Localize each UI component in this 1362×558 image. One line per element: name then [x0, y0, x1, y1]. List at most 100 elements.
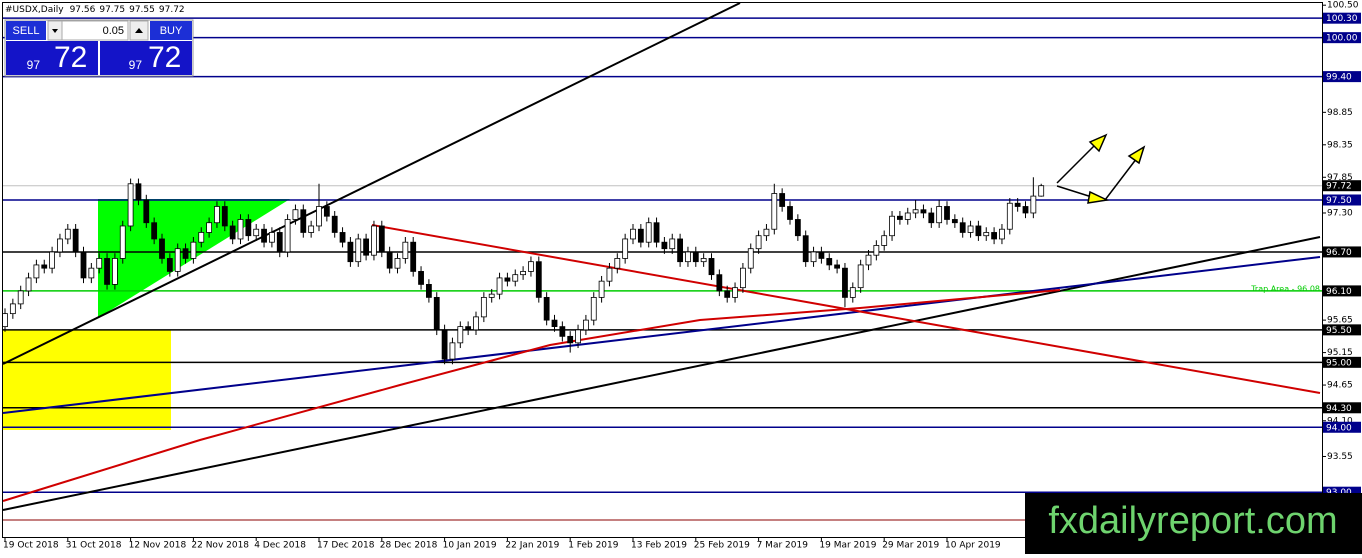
candle-body	[410, 241, 417, 272]
candle-body	[567, 335, 574, 344]
buy-price-small: 97	[129, 58, 143, 72]
candle-body	[433, 296, 440, 331]
trend-line	[2, 289, 1061, 502]
candle-body	[512, 274, 519, 282]
x-tick-label: 25 Feb 2019	[694, 541, 750, 551]
x-tick-label: 19 Oct 2018	[3, 541, 59, 551]
candle-body	[174, 248, 181, 272]
level-label: 99.40	[1326, 73, 1352, 83]
level-box	[1323, 180, 1361, 192]
x-tick-label: 17 Dec 2018	[317, 541, 375, 551]
candle-body	[378, 225, 385, 253]
y-tick-label: 94.65	[1327, 381, 1353, 391]
candle-body	[229, 225, 236, 240]
candle-body	[630, 228, 636, 240]
level-label: 94.00	[1326, 423, 1352, 433]
y-tick-label: 98.35	[1327, 140, 1353, 150]
x-tick-label: 10 Jan 2019	[443, 541, 497, 551]
candle-body	[598, 280, 605, 298]
candle-body	[763, 228, 770, 237]
candle-body	[834, 264, 840, 269]
candle-body	[669, 238, 676, 250]
candle-body	[104, 258, 110, 285]
watermark: fxdailyreport.com	[1048, 500, 1337, 542]
candle-body	[740, 267, 746, 289]
candle-body	[253, 228, 260, 237]
open: 97.56	[70, 5, 96, 15]
x-tick-label: 7 Mar 2019	[757, 541, 809, 551]
candle-body	[928, 212, 935, 224]
arrowhead	[1088, 133, 1108, 153]
trend-line	[2, 256, 1321, 414]
candle-body	[465, 326, 472, 331]
candle-body	[64, 228, 71, 240]
candle-body	[300, 209, 307, 233]
candle-body	[347, 241, 354, 263]
level-box	[1323, 324, 1361, 336]
arrow	[1056, 142, 1098, 184]
candle-body	[865, 254, 872, 266]
candle-body	[166, 258, 173, 272]
level-box	[1323, 402, 1361, 414]
candle-body	[575, 329, 581, 344]
candle-body	[418, 271, 424, 285]
candle-body	[57, 238, 63, 253]
candle-body	[889, 215, 895, 237]
candle-body	[959, 222, 966, 233]
sell-button[interactable]	[6, 21, 46, 40]
buy-label[interactable]: BUY	[160, 25, 183, 37]
candle-body	[88, 267, 95, 279]
x-tick-label: 19 Mar 2019	[819, 541, 876, 551]
candle-body	[520, 271, 526, 276]
level-label: 96.70	[1326, 248, 1352, 258]
candle-body	[771, 193, 778, 230]
x-tick-label: 12 Nov 2018	[129, 541, 187, 551]
level-label: 95.00	[1326, 358, 1352, 368]
level-box	[1323, 12, 1361, 24]
level-box	[1323, 285, 1361, 297]
candle-body	[842, 267, 848, 298]
candle-body	[33, 264, 40, 279]
candle-body	[653, 222, 660, 243]
yellow-zone	[3, 330, 171, 430]
arrowhead	[1087, 190, 1110, 204]
candle-body	[190, 241, 197, 259]
candle-body	[897, 215, 903, 220]
candle-body	[535, 261, 542, 298]
candle-body	[151, 222, 158, 240]
candle-body	[80, 251, 87, 279]
close: 97.72	[159, 5, 185, 15]
candle-body	[402, 241, 409, 259]
y-tick-label: 95.65	[1327, 316, 1353, 326]
candle-body	[394, 258, 401, 269]
candle-body	[480, 296, 487, 318]
candle-body	[685, 251, 691, 263]
candle-body	[983, 232, 990, 237]
candle-body	[912, 209, 919, 214]
watermark-box	[1025, 493, 1362, 554]
candle-body	[826, 258, 833, 266]
lot-input[interactable]	[61, 20, 129, 41]
level-label: 95.50	[1326, 326, 1352, 336]
candle-body	[818, 251, 825, 259]
candle-body	[49, 251, 55, 269]
symbol: #USDX,Daily	[5, 5, 64, 15]
candle-body	[881, 235, 888, 246]
candle-body	[2, 313, 8, 328]
level-box	[1323, 246, 1361, 258]
buy-price-box[interactable]	[100, 41, 192, 75]
sell-label[interactable]: SELL	[13, 25, 40, 37]
arrow	[1104, 157, 1138, 201]
sell-price-box[interactable]	[6, 41, 98, 75]
buy-button[interactable]	[150, 21, 192, 40]
candle-body	[677, 238, 683, 263]
up-icon	[135, 28, 143, 33]
plot-frame	[2, 2, 1323, 538]
candle-body	[25, 277, 32, 292]
candle-body	[755, 235, 762, 250]
arrowhead	[1127, 145, 1146, 165]
candle-body	[135, 183, 142, 201]
candle-body	[308, 225, 315, 233]
candle-body	[661, 241, 668, 250]
